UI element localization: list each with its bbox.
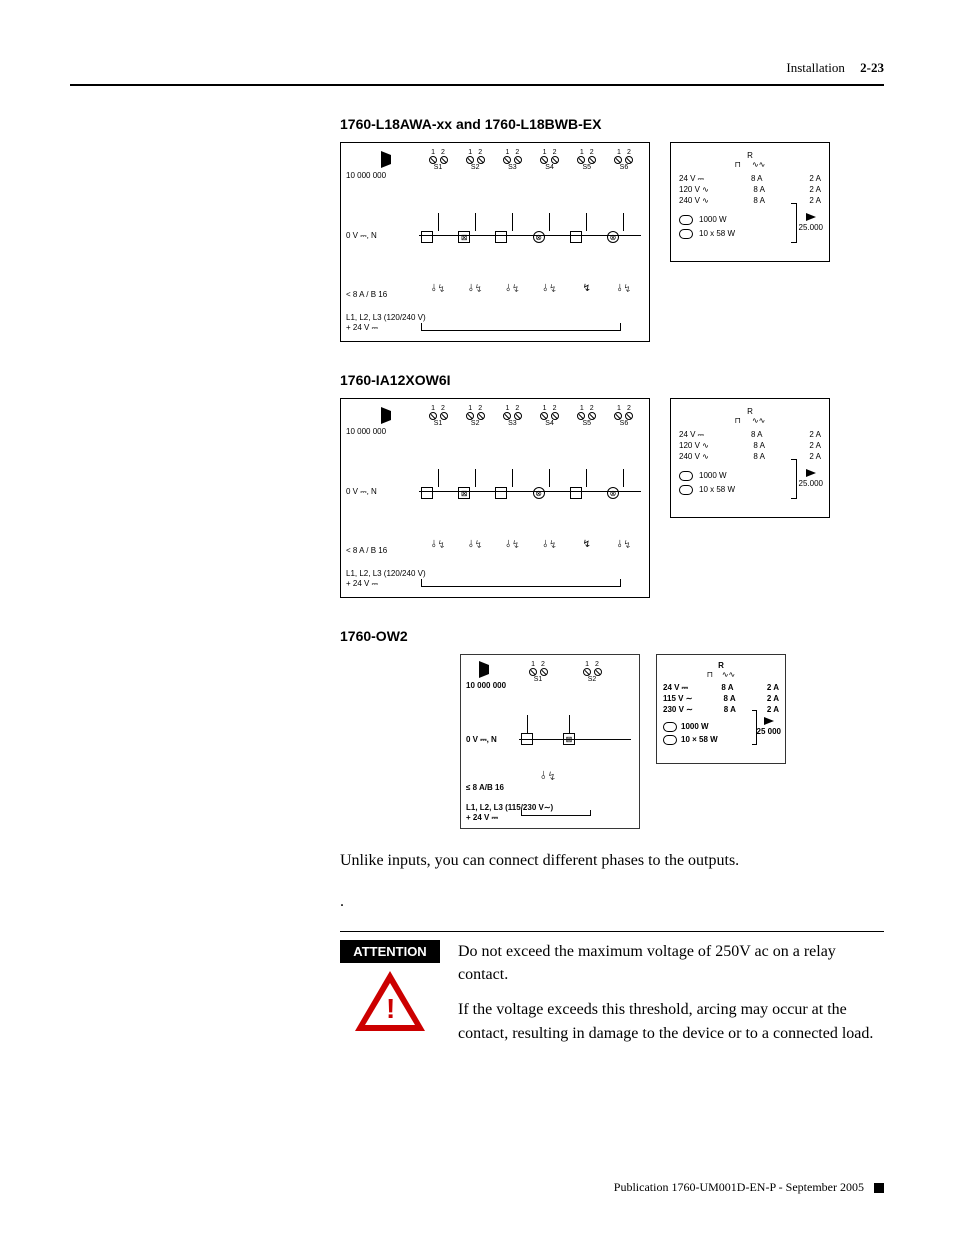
diagram-row-3: 12S1 12S2 10 000 000 ⊠ 0 V ⎓, N ⫰ ↯ ≤ 8 … bbox=[460, 654, 884, 829]
section-title-3: 1760-OW2 bbox=[340, 628, 884, 644]
fuse-label: < 8 A / B 16 bbox=[346, 290, 387, 299]
zero-v-label: 0 V ⎓, N bbox=[466, 735, 497, 745]
lamp-icon: ⊗ bbox=[607, 231, 619, 243]
phase-note: Unlike inputs, you can connect different… bbox=[340, 849, 884, 873]
diagram-side-1: R ⊓ ∿∿ 24 V ⎓8 A2 A 120 V ∿8 A2 A 240 V … bbox=[670, 142, 830, 262]
footer-mark-icon bbox=[874, 1183, 884, 1193]
phase-label: L1, L2, L3 (120/240 V) bbox=[346, 313, 426, 322]
switch-count-label: 10 000 000 bbox=[346, 427, 386, 436]
warning-triangle-icon: ! bbox=[355, 971, 425, 1031]
fuse-label: < 8 A / B 16 bbox=[346, 546, 387, 555]
screw-icon bbox=[429, 156, 437, 164]
stray-period: . bbox=[340, 893, 884, 911]
load-icon bbox=[495, 231, 507, 243]
arrow-icon bbox=[806, 213, 816, 221]
diagram-main-3: 12S1 12S2 10 000 000 ⊠ 0 V ⎓, N ⫰ ↯ ≤ 8 … bbox=[460, 654, 640, 829]
publication-id: Publication 1760-UM001D-EN-P - September… bbox=[614, 1180, 864, 1195]
contactor-icon: ⫰ ↯ bbox=[533, 283, 567, 294]
load-icon bbox=[570, 231, 582, 243]
plus24-label: + 24 V ⎓ bbox=[346, 323, 378, 333]
contactor-icon: ⫰ ↯ bbox=[607, 283, 641, 294]
diagram-side-3: R ⊓ ∿∿ 24 V ⎓8 A2 A 115 V ∼8 A2 A 230 V … bbox=[656, 654, 786, 764]
page-footer: Publication 1760-UM001D-EN-P - September… bbox=[614, 1180, 884, 1195]
attention-block: ATTENTION ! Do not exceed the maximum vo… bbox=[340, 931, 884, 1057]
contactor-icon: ⫰ ↯ bbox=[458, 283, 492, 294]
header-section: Installation bbox=[786, 60, 845, 75]
phase-label: L1, L2, L3 (120/240 V) bbox=[346, 569, 426, 578]
section-title-2: 1760-IA12XOW6I bbox=[340, 372, 884, 388]
switch-count-label: 10 000 000 bbox=[466, 681, 506, 690]
diagram-main-2: 12S1 12S2 12S3 12S4 12S5 12S6 10 000 000… bbox=[340, 398, 650, 598]
fuse-label: ≤ 8 A/B 16 bbox=[466, 783, 504, 792]
diagram-row-1: 12S1 12S2 12S3 12S4 12S5 12S6 10 000 000… bbox=[340, 142, 884, 342]
tube-icon bbox=[679, 229, 693, 239]
contactor-icon: ↯ bbox=[570, 283, 604, 294]
diagram-main-1: 12S1 12S2 12S3 12S4 12S5 12S6 10 000 000… bbox=[340, 142, 650, 342]
relay-symbol: R bbox=[679, 151, 821, 160]
attention-p1: Do not exceed the maximum voltage of 250… bbox=[458, 940, 884, 986]
lamp-icon: ⊗ bbox=[533, 231, 545, 243]
zero-v-label: 0 V ⎓, N bbox=[346, 487, 377, 497]
header-rule bbox=[70, 84, 884, 86]
page-number: 2-23 bbox=[860, 60, 884, 75]
attention-p2: If the voltage exceeds this threshold, a… bbox=[458, 998, 884, 1044]
arrow-icon bbox=[381, 155, 391, 164]
section-title-1: 1760-L18AWA-xx and 1760-L18BWB-EX bbox=[340, 116, 884, 132]
page-header: Installation 2-23 bbox=[70, 60, 884, 76]
load-icon bbox=[421, 231, 433, 243]
contactor-icon: ⫰ ↯ bbox=[495, 283, 529, 294]
plus24-label: + 24 V ⎓ bbox=[346, 579, 378, 589]
diagram-row-2: 12S1 12S2 12S3 12S4 12S5 12S6 10 000 000… bbox=[340, 398, 884, 598]
arrow-icon bbox=[479, 665, 489, 674]
switch-count-label: 10 000 000 bbox=[346, 171, 386, 180]
attention-label: ATTENTION bbox=[340, 940, 440, 963]
load-icon: ⊠ bbox=[458, 231, 470, 243]
contactor-icon: ⫰ ↯ bbox=[541, 770, 555, 783]
plus24-label: + 24 V ⎓ bbox=[466, 813, 498, 823]
contactor-icon: ⫰ ↯ bbox=[421, 283, 455, 294]
diagram-side-2: R ⊓ ∿∿ 24 V ⎓8 A2 A 120 V ∿8 A2 A 240 V … bbox=[670, 398, 830, 518]
arrow-icon bbox=[381, 411, 391, 420]
screw-icon bbox=[440, 156, 448, 164]
bulb-icon bbox=[679, 215, 693, 225]
zero-v-label: 0 V ⎓, N bbox=[346, 231, 377, 241]
